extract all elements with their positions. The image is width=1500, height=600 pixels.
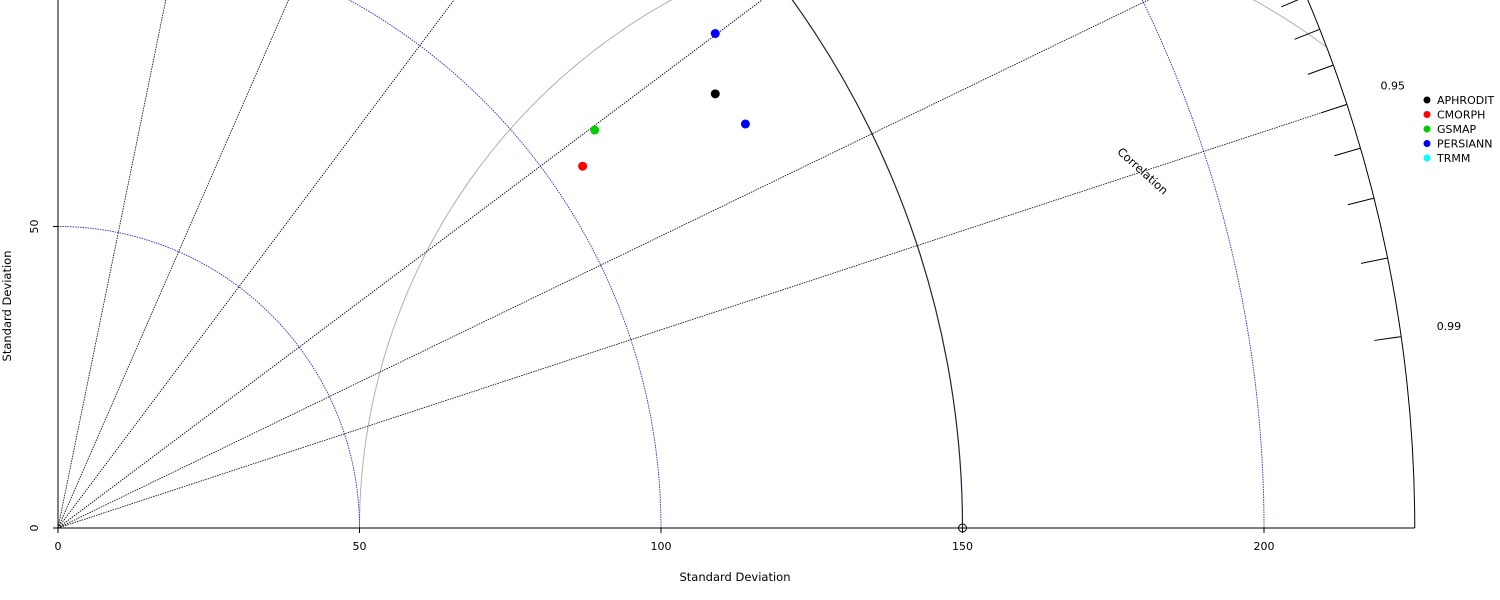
correlation-ray (57, 0, 289, 529)
x-axis-title: Standard Deviation (680, 570, 791, 584)
legend-label: TRMM (1436, 152, 1470, 165)
correlation-tick (1374, 336, 1402, 341)
x-tick-label: 200 (1254, 540, 1275, 553)
legend-swatch (1423, 125, 1431, 133)
legend-swatch (1423, 111, 1431, 118)
sd-arc (791, 0, 964, 529)
data-point-persiann (710, 29, 720, 39)
correlation-tick (1281, 0, 1299, 8)
correlation-tick (1294, 28, 1320, 40)
axes: 050100150200050100150200 (28, 0, 1415, 553)
y-axis-title: Standard Deviation (0, 251, 14, 362)
legend-swatch (1423, 140, 1431, 147)
correlation-ray (57, 0, 455, 529)
rms-contours: 100200 (359, 0, 1327, 527)
data-point-persiann (740, 119, 750, 129)
correlation-label: 0.99 (1437, 320, 1462, 333)
correlation-ray (57, 0, 763, 529)
x-tick-label: 50 (353, 540, 367, 553)
sd-arc (1141, 0, 1265, 529)
correlation-tick (1347, 197, 1375, 206)
legend-swatch (1423, 154, 1431, 162)
rms-contour (359, 0, 1327, 527)
y-tick-label: 50 (28, 220, 41, 234)
x-tick-label: 0 (55, 540, 62, 553)
correlation-tick (1307, 64, 1334, 75)
data-point-aphrodit (710, 89, 720, 99)
data-point-cmorph (578, 161, 588, 171)
data-points (578, 29, 967, 533)
correlation-axis-title: Correlation (1114, 145, 1170, 198)
legend-label: GSMAP (1437, 123, 1477, 136)
reference-point (958, 523, 967, 533)
y-tick-label: 0 (28, 525, 41, 532)
outer-arc (1307, 0, 1416, 529)
legend-swatch (1423, 96, 1431, 104)
correlation-tick (1334, 147, 1361, 157)
data-point-gsmap (590, 125, 600, 135)
legend-label: APHRODIT (1437, 94, 1494, 107)
sd-arc (57, 226, 360, 529)
legend-entry: APHRODIT (1423, 94, 1494, 107)
correlation-ray (57, 0, 1150, 529)
correlation-ray (57, 0, 167, 529)
legend-entry: GSMAP (1423, 123, 1477, 136)
correlation-tick (1360, 257, 1388, 264)
legend-entry: CMORPH (1423, 109, 1485, 122)
legend-label: PERSIANN (1437, 138, 1492, 151)
correlation-rays (57, 0, 1348, 529)
correlation-ray (57, 103, 1348, 529)
correlation-tick (1320, 103, 1348, 114)
legend-entry: PERSIANN (1423, 138, 1492, 151)
legend-label: CMORPH (1437, 109, 1485, 122)
diagram-frame: 0.10.20.30.40.50.60.70.80.90.950.99 (1281, 0, 1462, 529)
sd-arcs (57, 0, 1265, 529)
legend-entry: TRMM (1423, 152, 1470, 165)
x-tick-label: 100 (651, 540, 672, 553)
sd-arc (348, 0, 662, 529)
x-tick-label: 150 (952, 540, 973, 553)
correlation-label: 0.95 (1380, 79, 1405, 92)
